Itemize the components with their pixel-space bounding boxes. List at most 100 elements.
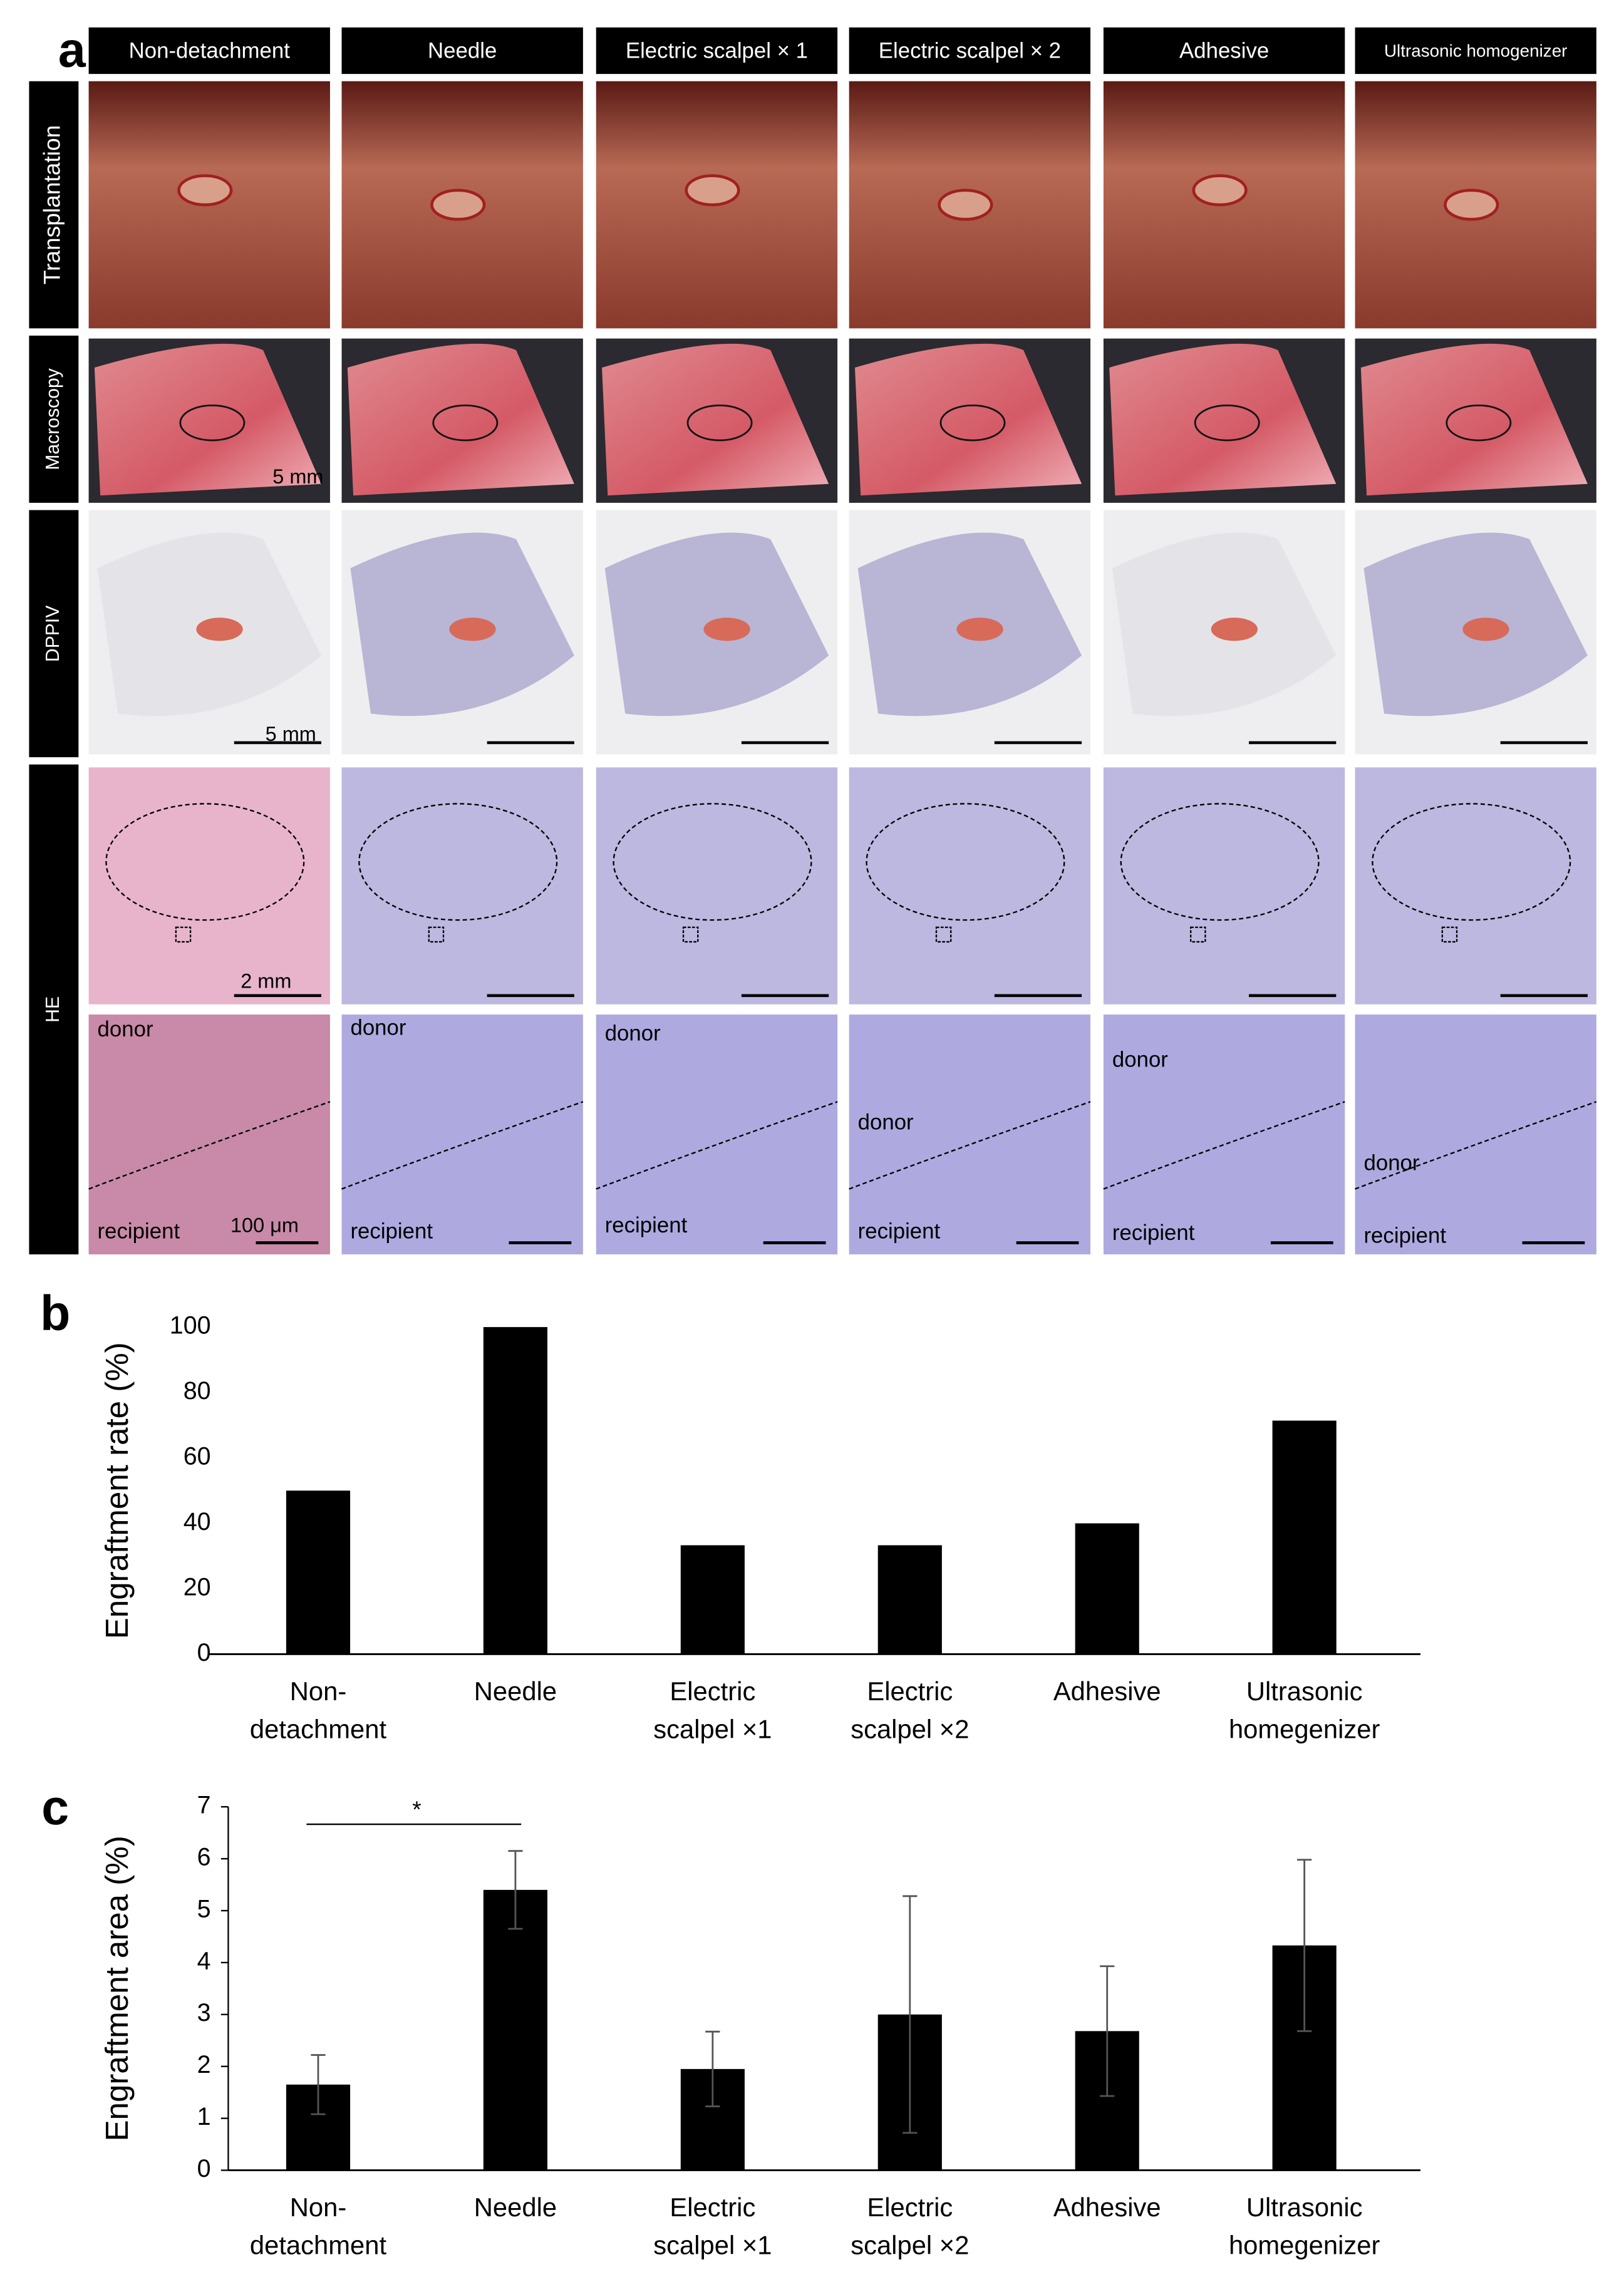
zoom-box: [935, 926, 952, 943]
photo-he: [88, 767, 330, 1004]
boundary-line: [849, 1101, 1091, 1190]
graft-site: [938, 188, 993, 221]
x-tick-label: scalpel ×1: [653, 2231, 772, 2260]
graft-outline: [1120, 803, 1320, 921]
y-axis-title: Engraftment area (%): [99, 1835, 135, 2141]
x-tick-label: Adhesive: [1053, 1676, 1161, 1706]
photo-he-zoom: [1103, 1015, 1345, 1255]
graft-site: [685, 174, 740, 207]
x-tick-label: scalpel ×2: [851, 1715, 969, 1744]
photo-he: [341, 767, 583, 1004]
y-tick-label: 80: [184, 1377, 211, 1405]
graft-site: [1192, 174, 1248, 207]
photo-he-zoom: [1355, 1015, 1596, 1255]
lesion-outline: [432, 404, 499, 441]
boundary-line: [88, 1101, 331, 1190]
y-tick-label: 0: [197, 2155, 211, 2182]
column-header: Adhesive: [1179, 38, 1269, 63]
x-tick-label: Ultrasonic: [1246, 2192, 1363, 2222]
lesion-outline: [1194, 404, 1260, 441]
liver-section: [1109, 343, 1337, 496]
column-header-box: [1103, 27, 1345, 75]
x-tick-label: homegenizer: [1229, 2231, 1380, 2260]
column-header-box: [341, 27, 583, 75]
row-label-box: [29, 764, 79, 1255]
x-tick-label: detachment: [250, 1715, 387, 1744]
graft-outline: [358, 803, 558, 921]
scale-bar-label: 100 μm: [230, 1214, 299, 1237]
error-bar: [1100, 1965, 1115, 2097]
x-tick-label: scalpel ×1: [653, 1715, 772, 1744]
zoom-box: [428, 926, 445, 943]
error-bar: [508, 1850, 523, 1930]
donor-stain: [703, 617, 750, 641]
x-tick-label: Non-: [290, 1676, 347, 1706]
x-tick-label: Needle: [474, 1676, 557, 1706]
lesion-outline: [179, 404, 246, 441]
scale-bar-label: 2 mm: [240, 970, 291, 993]
zoom-box: [175, 926, 192, 943]
x-tick-label: Electric: [867, 2192, 953, 2222]
liver-section: [1360, 343, 1588, 496]
row-label: DPPIV: [43, 606, 63, 663]
boundary-line: [1103, 1101, 1345, 1190]
bar: [1075, 1523, 1139, 1655]
bar: [877, 1545, 942, 1655]
panel-label: a: [58, 22, 86, 77]
boundary-line: [596, 1101, 838, 1190]
liver-section: [347, 343, 574, 496]
column-header: Needle: [428, 38, 497, 63]
graft-site: [1444, 188, 1499, 221]
y-tick-label: 6: [197, 1844, 211, 1871]
photo-he: [849, 767, 1091, 1004]
column-header: Electric scalpel × 2: [879, 38, 1061, 63]
error-bar: [1297, 1859, 1312, 2032]
x-tick-label: Electric: [867, 1676, 953, 1706]
donor-stain: [956, 617, 1003, 641]
photo-he-zoom: [88, 1015, 330, 1255]
column-header: Non-detachment: [129, 38, 291, 63]
column-header-box: [1355, 27, 1596, 75]
row-label-box: [29, 81, 79, 329]
x-tick-label: detachment: [250, 2231, 387, 2260]
row-label-box: [29, 335, 79, 503]
y-tick-label: 40: [184, 1508, 211, 1536]
y-tick-label: 3: [197, 1999, 211, 2026]
significance-label: *: [412, 1796, 421, 1822]
zoom-box: [1190, 926, 1206, 943]
column-header-box: [849, 27, 1091, 75]
photo-he-zoom: [596, 1015, 838, 1255]
zoom-box: [682, 926, 699, 943]
donor-stain: [449, 617, 496, 641]
recipient-label: recipient: [98, 1219, 180, 1243]
y-tick-label: 100: [170, 1312, 211, 1340]
photo-he: [1355, 767, 1596, 1004]
zoom-box: [1441, 926, 1458, 943]
donor-stain: [1211, 617, 1258, 641]
bar: [483, 1889, 548, 2171]
donor-label: donor: [1363, 1150, 1419, 1175]
bar: [483, 1327, 548, 1655]
panel-label: b: [40, 1286, 70, 1341]
column-header: Electric scalpel × 1: [626, 38, 808, 63]
y-tick-label: 0: [197, 1639, 211, 1666]
recipient-label: recipient: [858, 1219, 941, 1243]
x-tick-label: Adhesive: [1053, 2192, 1161, 2222]
error-bar: [705, 2030, 720, 2107]
bar: [1272, 1420, 1337, 1655]
y-tick-label: 20: [184, 1573, 211, 1601]
bar: [286, 1490, 351, 1655]
graft-outline: [105, 803, 305, 921]
x-tick-label: Needle: [474, 2192, 557, 2222]
error-bar: [311, 2054, 326, 2115]
graft-outline: [1372, 803, 1571, 921]
row-label-box: [29, 510, 79, 758]
liver-section: [854, 343, 1082, 496]
row-label: HE: [43, 996, 63, 1023]
x-tick-label: Electric: [670, 1676, 755, 1706]
liver-section: [94, 343, 322, 496]
photo-he: [1103, 767, 1345, 1004]
photo-he-zoom: [849, 1015, 1091, 1255]
photo-he-zoom: [341, 1015, 583, 1255]
donor-stain: [196, 617, 243, 641]
